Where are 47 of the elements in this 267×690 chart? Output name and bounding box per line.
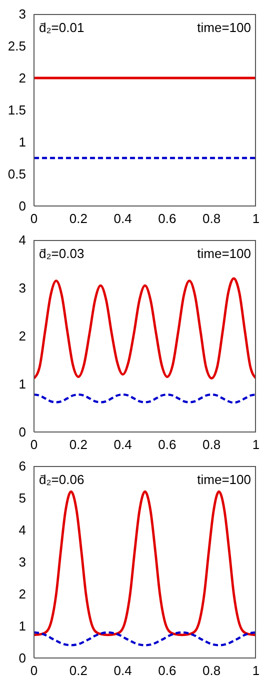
y-tick-label: 1 [18, 134, 26, 150]
y-tick-label: 0 [18, 424, 26, 440]
x-tick-label: 1 [252, 437, 260, 452]
y-tick-label: 3 [18, 6, 26, 22]
y-tick-label: 5 [18, 490, 26, 506]
y-tick-label: 4 [18, 232, 26, 248]
y-tick-label: 2 [18, 586, 26, 602]
y-tick-label: 3 [18, 554, 26, 570]
x-tick-label: 0 [30, 211, 38, 226]
annotation: time=100 [197, 246, 251, 261]
x-tick-label: 1 [252, 663, 260, 678]
annotation: time=100 [197, 472, 251, 487]
annotation: d̄₂=0.01 [39, 20, 84, 35]
x-tick-label: 0.4 [114, 437, 132, 452]
y-tick-label: 2.5 [8, 38, 26, 54]
y-tick-label: 1 [18, 618, 26, 634]
y-tick-label: 2 [18, 328, 26, 344]
annotation: time=100 [197, 20, 251, 35]
x-tick-label: 0.8 [202, 437, 221, 452]
x-tick-label: 0.4 [114, 663, 132, 678]
line-series [34, 631, 256, 646]
x-tick-label: 0.2 [69, 437, 88, 452]
x-tick-label: 0.2 [69, 663, 88, 678]
y-tick-label: 4 [18, 522, 26, 538]
x-tick-label: 1 [252, 211, 260, 226]
x-tick-label: 0.6 [158, 663, 176, 678]
y-tick-label: 2 [18, 70, 26, 86]
y-tick-label: 3 [18, 280, 26, 296]
line-series [34, 277, 256, 380]
x-tick-label: 0.8 [202, 663, 221, 678]
y-tick-label: 6 [18, 458, 26, 474]
line-series [34, 393, 256, 404]
x-tick-label: 0.4 [114, 211, 132, 226]
x-tick-label: 0.6 [158, 211, 176, 226]
x-tick-label: 0 [30, 663, 38, 678]
line-series [34, 490, 256, 636]
y-tick-label: 0 [18, 650, 26, 666]
x-tick-label: 0.8 [202, 211, 221, 226]
x-tick-label: 0 [30, 437, 38, 452]
annotation: d̄₂=0.03 [39, 246, 84, 261]
x-tick-label: 0.2 [69, 211, 88, 226]
y-tick-label: 0.5 [8, 166, 26, 182]
annotation: d̄₂=0.06 [39, 472, 84, 487]
y-tick-label: 1.5 [8, 102, 26, 118]
x-tick-label: 0.6 [158, 437, 176, 452]
y-tick-label: 1 [18, 376, 26, 392]
y-tick-label: 0 [18, 198, 26, 214]
